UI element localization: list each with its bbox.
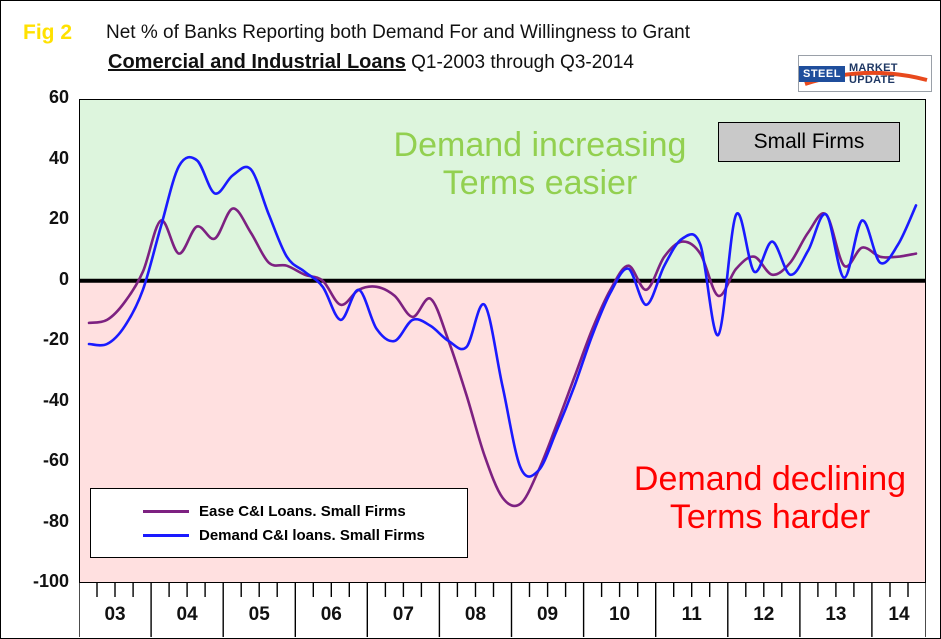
- x-axis: 03 04 05 06 07 08 09 10 11 12 13 14: [79, 583, 926, 637]
- x-axis-year-label: 12: [753, 604, 775, 625]
- small-firms-label-box: Small Firms: [718, 122, 900, 162]
- ease-loans-line: [87, 207, 918, 508]
- x-axis-year-label: 14: [888, 604, 910, 625]
- x-axis-year-label: 06: [320, 604, 342, 625]
- legend-item-ease: Ease C&I Loans. Small Firms: [143, 503, 467, 520]
- x-axis-year-label: 10: [609, 604, 631, 625]
- x-axis-year-label: 07: [392, 604, 414, 625]
- chart-legend: Ease C&I Loans. Small Firms Demand C&I l…: [90, 488, 468, 558]
- y-axis-label: -40: [42, 389, 69, 410]
- legend-label-demand: Demand C&I loans. Small Firms: [199, 526, 425, 544]
- annotation-demand-increasing: Demand increasing Terms easier: [260, 126, 820, 202]
- x-axis-year-label: 09: [536, 604, 559, 625]
- chart-title-daterange: Q1-2003 through Q3-2014: [405, 52, 635, 73]
- chart-title-line1: Net % of Banks Reporting both Demand For…: [106, 22, 691, 43]
- x-axis-year-label: 05: [248, 604, 270, 625]
- logo-steel-text: STEEL: [799, 65, 845, 82]
- annotation-lower-line1: Demand declining: [633, 460, 907, 498]
- annotation-upper-line2: Terms easier: [442, 164, 638, 203]
- logo-market-update-text: MARKET UPDATE: [848, 61, 898, 86]
- x-axis-year-label: 13: [825, 604, 847, 625]
- legend-item-demand: Demand C&I loans. Small Firms: [143, 527, 467, 544]
- x-axis-year-label: 04: [176, 604, 198, 625]
- figure-number: Fig 2: [23, 21, 73, 44]
- y-axis-label: -20: [42, 329, 69, 349]
- steel-market-update-logo: STEEL MARKET UPDATE: [798, 55, 932, 92]
- x-axis-ticks: [79, 583, 926, 637]
- annotation-demand-declining: Demand declining Terms harder: [550, 460, 940, 537]
- plot-area: Demand increasing Terms easier Demand de…: [79, 99, 926, 583]
- ease-line-swatch: [143, 509, 189, 513]
- chart-title-subject: Comercial and Industrial Loans: [108, 51, 406, 73]
- y-axis-label: 20: [48, 208, 69, 228]
- annotation-upper-line1: Demand increasing: [393, 126, 687, 164]
- y-axis-label: 40: [48, 147, 69, 168]
- y-axis-label: -100: [32, 571, 69, 591]
- y-axis-label: 60: [48, 87, 69, 107]
- y-axis-label: -60: [42, 450, 69, 470]
- y-axis-label: 0: [58, 268, 69, 289]
- y-axis-label: -80: [42, 510, 69, 531]
- demand-loans-line: [87, 155, 918, 478]
- demand-line-swatch: [143, 533, 189, 537]
- x-axis-year-label: 03: [104, 604, 126, 625]
- annotation-lower-line2: Terms harder: [669, 498, 871, 537]
- x-axis-year-label: 08: [464, 604, 487, 625]
- x-axis-year-label: 11: [681, 604, 702, 625]
- chart-title-line2: Comercial and Industrial Loans Q1-2003 t…: [108, 51, 634, 74]
- legend-label-ease: Ease C&I Loans. Small Firms: [199, 502, 406, 520]
